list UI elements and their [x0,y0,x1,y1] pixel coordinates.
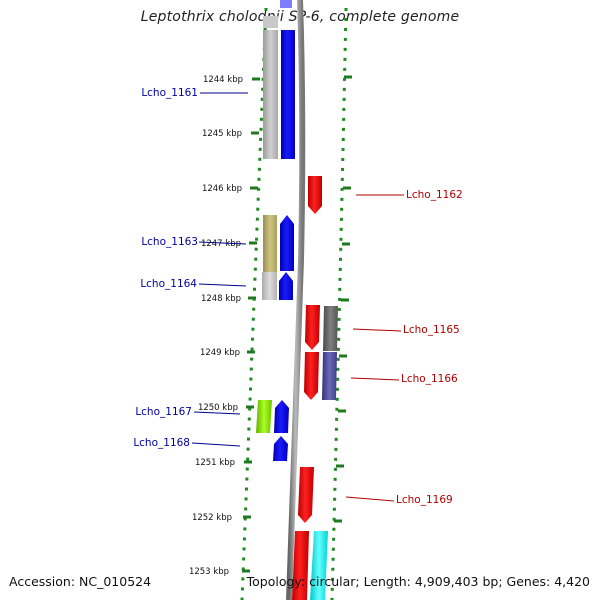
kbp-label: 1245 kbp [202,129,242,139]
reverse-strand-gene [304,352,319,400]
cog-gene [256,400,272,433]
forward-strand-gene [274,400,289,433]
gene-labels-left: Lcho_1161 Lcho_1163 Lcho_1164 Lcho_1167 … [133,87,198,449]
cog-gene [263,30,278,159]
gene-label: Lcho_1165 [403,324,460,336]
kbp-label: 1248 kbp [201,294,241,304]
cog-gene [262,272,277,300]
gene-labels-right: Lcho_1162 Lcho_1165 Lcho_1166 Lcho_1169 [396,189,463,506]
kbp-label: 1250 kbp [198,403,238,413]
right-ring-tick-marks [334,75,352,523]
kbp-label: 1251 kbp [195,458,235,468]
forward-strand-gene [273,436,288,461]
reverse-strand-gene [308,176,322,214]
kbp-label: 1253 kbp [189,567,229,577]
gene-label: Lcho_1163 [141,236,198,248]
genome-backbone [286,0,306,600]
reverse-strand-gene [305,305,320,350]
gene-label: Lcho_1164 [140,278,197,290]
reverse-strand-track [292,176,322,600]
kbp-label: 1252 kbp [192,513,232,523]
gene-label: Lcho_1168 [133,437,190,449]
cog-gene [323,306,338,351]
cog-track-left [256,30,278,433]
genome-summary-text: Topology: circular; Length: 4,909,403 bp… [246,574,590,589]
dotted-ring-left [240,7,268,600]
cog-gene [263,16,278,28]
gene-label: Lcho_1167 [135,406,192,418]
accession-text: Accession: NC_010524 [9,574,152,589]
gene-label: Lcho_1161 [141,87,198,99]
cog-gene [322,352,337,400]
cog-track-right [310,306,338,600]
forward-strand-gene [281,30,295,159]
left-label-connectors [191,92,248,447]
reverse-strand-gene [292,531,309,600]
gene-label: Lcho_1166 [401,373,458,385]
forward-strand-track [273,30,295,461]
kbp-label: 1246 kbp [202,184,242,194]
kbp-tick-marks [242,77,260,573]
right-label-connectors [345,194,404,502]
dotted-ring-right [330,7,348,600]
gene-label: Lcho_1169 [396,494,453,506]
forward-strand-gene [279,272,293,300]
kbp-tick-labels: 1244 kbp 1245 kbp 1246 kbp 1247 kbp 1248… [189,75,243,577]
cog-gene [263,215,277,272]
kbp-label: 1247 kbp [201,239,241,249]
gene-label: Lcho_1162 [406,189,463,201]
reverse-strand-gene [298,467,314,523]
kbp-label: 1249 kbp [200,348,240,358]
forward-strand-gene [280,215,294,271]
forward-strand-gene [280,0,292,8]
kbp-label: 1244 kbp [203,75,243,85]
cog-gene [310,531,328,600]
